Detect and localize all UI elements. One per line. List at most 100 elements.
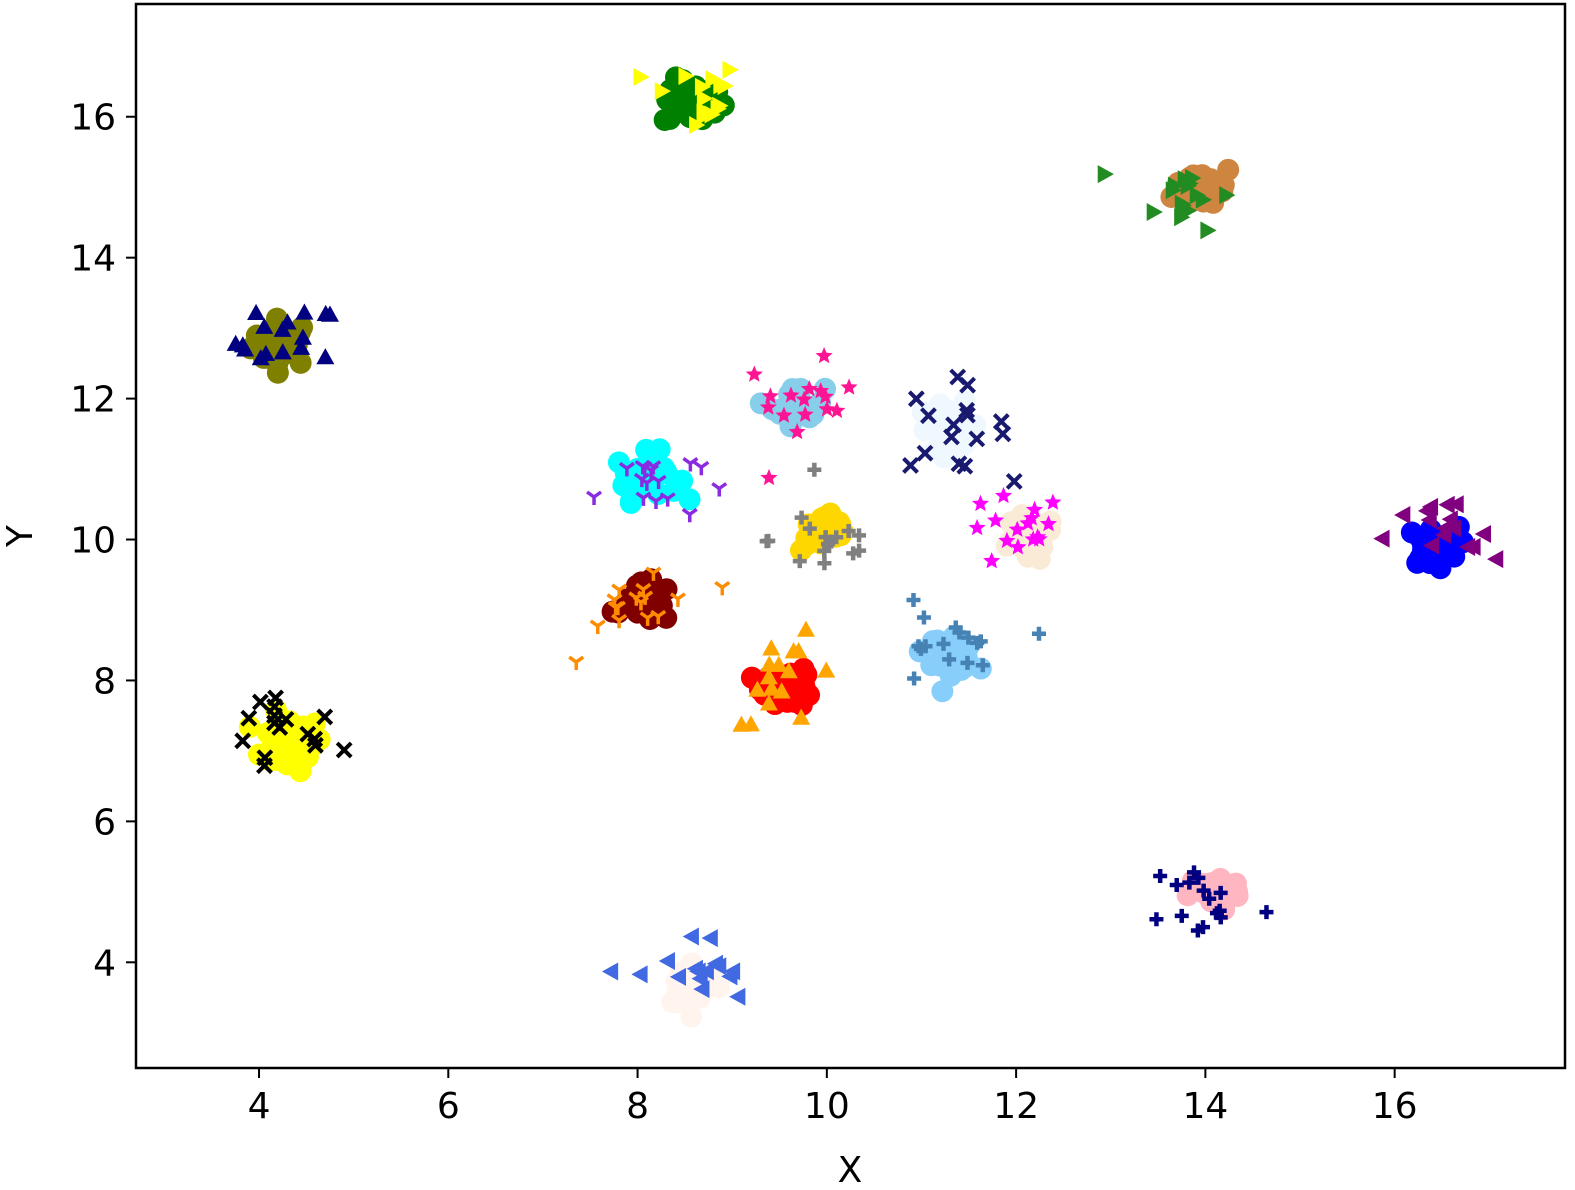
data-point [639, 611, 656, 626]
data-point [975, 658, 990, 673]
data-point [931, 680, 954, 703]
data-point [759, 534, 774, 549]
data-point [748, 680, 767, 697]
data-point [273, 343, 292, 360]
data-point [669, 592, 686, 607]
data-point [907, 671, 922, 686]
data-point [745, 365, 763, 382]
data-point [1169, 877, 1184, 892]
data-point [289, 351, 312, 374]
y-axis-label: Y [0, 524, 41, 548]
y-tick-label: 6 [93, 802, 116, 843]
data-point [817, 661, 836, 678]
data-point [943, 428, 960, 446]
plot-frame [134, 2, 1567, 1070]
data-point [1408, 526, 1431, 549]
data-point [1209, 867, 1232, 890]
data-point [741, 715, 760, 732]
data-point [635, 491, 652, 506]
data-point [1447, 495, 1464, 514]
data-point [618, 461, 635, 477]
data-point [1434, 525, 1452, 544]
data-point [669, 967, 687, 986]
data-point [828, 401, 846, 419]
data-point [670, 96, 693, 119]
data-point [817, 543, 832, 558]
data-point [609, 600, 626, 616]
data-point [645, 566, 662, 581]
data-point [694, 77, 712, 96]
data-point [722, 60, 739, 79]
y-tick-label: 8 [93, 661, 116, 702]
x-tick-label: 6 [437, 1086, 460, 1127]
y-tick-label: 14 [70, 239, 116, 280]
data-point [654, 82, 671, 101]
data-point [306, 736, 324, 754]
data-point [916, 444, 934, 462]
data-point [852, 543, 867, 558]
data-point [913, 641, 928, 656]
x-axis-label: X [838, 1150, 863, 1190]
data-point [792, 554, 807, 569]
data-point [852, 528, 867, 543]
data-point [759, 694, 778, 711]
data-point [1026, 500, 1044, 518]
data-point [316, 348, 335, 365]
data-point [717, 77, 734, 96]
data-point [916, 610, 931, 625]
data-point [841, 524, 856, 539]
data-point [1146, 202, 1163, 221]
data-point [789, 642, 808, 659]
data-point [1474, 524, 1492, 543]
data-point [291, 750, 314, 773]
data-point [316, 708, 334, 726]
data-point [762, 679, 781, 696]
data-point [633, 472, 650, 488]
data-point [1212, 903, 1227, 918]
data-point [1196, 883, 1211, 898]
data-point [1193, 174, 1216, 197]
data-point [907, 390, 925, 408]
data-point [335, 741, 353, 759]
y-tick-label: 4 [93, 943, 116, 984]
data-point [829, 530, 844, 545]
data-point [678, 67, 695, 86]
data-point [274, 739, 297, 762]
data-point [1259, 905, 1274, 920]
data-point [255, 317, 274, 334]
data-point [1097, 165, 1114, 184]
data-point [586, 490, 603, 505]
x-tick-label: 14 [1182, 1086, 1228, 1127]
data-point [971, 494, 989, 512]
data-point [936, 636, 951, 651]
data-point [686, 959, 703, 978]
data-point [693, 460, 710, 476]
data-point [960, 655, 975, 670]
data-point [1190, 923, 1205, 938]
data-point [664, 991, 687, 1014]
data-point [299, 725, 317, 743]
data-point [1005, 472, 1023, 490]
data-point [273, 320, 292, 337]
data-point [1031, 626, 1046, 641]
data-point [710, 957, 727, 976]
data-point [968, 430, 986, 448]
data-point [293, 328, 312, 345]
x-tick-label: 10 [804, 1086, 850, 1127]
y-tick-label: 12 [70, 380, 116, 421]
data-point [761, 387, 779, 404]
data-point [697, 102, 715, 121]
data-point [902, 457, 919, 474]
points-layer [226, 60, 1504, 1028]
data-point [812, 382, 830, 399]
data-point [942, 652, 957, 667]
x-axis-ticks: 4 6 8 10 12 14 16 [248, 1068, 1418, 1127]
data-point [1187, 865, 1202, 880]
data-point [1422, 536, 1440, 555]
data-point [913, 419, 936, 442]
data-point [681, 507, 698, 523]
data-point [705, 70, 722, 89]
data-point [1441, 510, 1458, 529]
data-point [970, 635, 985, 650]
